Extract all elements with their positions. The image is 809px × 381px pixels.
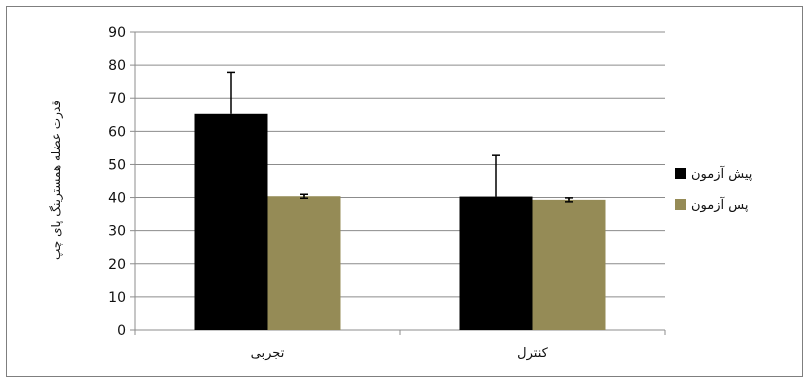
y-axis-title: قدرت عضله همسترینگ پای چپ xyxy=(49,100,64,260)
legend-swatch xyxy=(675,199,686,210)
y-tick-label: 70 xyxy=(108,91,126,107)
y-tick-label: 40 xyxy=(108,191,126,207)
x-category-label: تجربی xyxy=(251,346,285,361)
legend: پیش آزمون پس آزمون xyxy=(675,165,753,213)
bar xyxy=(532,199,606,330)
y-tick-label: 80 xyxy=(108,58,126,74)
tick-labels: 0 10 20 30 40 50 60 70 80 90 تجربی کنترل xyxy=(108,25,548,361)
bar xyxy=(267,196,341,330)
legend-label: پیش آزمون xyxy=(691,165,753,182)
y-tick-label: 60 xyxy=(108,124,126,140)
x-category-label: کنترل xyxy=(517,346,548,361)
y-tick-label: 30 xyxy=(108,224,126,240)
chart-frame xyxy=(6,6,803,377)
y-tick-label: 0 xyxy=(117,323,126,339)
bars xyxy=(194,71,606,330)
bar xyxy=(194,113,268,330)
y-tick-label: 90 xyxy=(108,25,126,41)
y-tick-label: 10 xyxy=(108,290,126,306)
bar xyxy=(459,196,533,330)
legend-swatch xyxy=(675,168,686,179)
y-tick-label: 50 xyxy=(108,157,126,173)
legend-label: پس آزمون xyxy=(691,196,749,213)
y-tick-label: 20 xyxy=(108,257,126,273)
